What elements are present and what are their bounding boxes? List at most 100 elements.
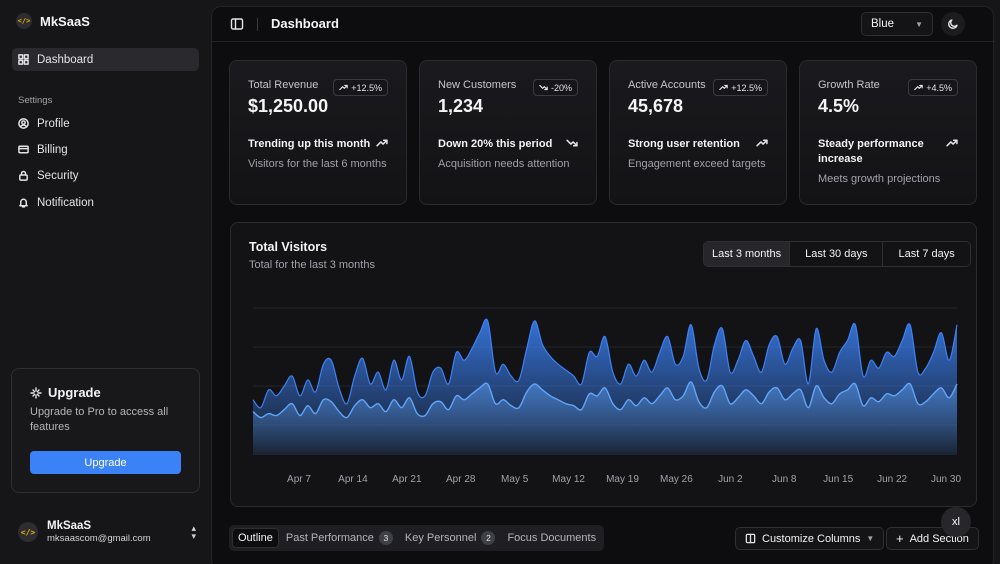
- tab-count-badge: 3: [378, 531, 393, 545]
- sidebar: </> MkSaaS Dashboard Settings Profile Bi…: [0, 0, 211, 564]
- breakpoint-indicator[interactable]: xl: [941, 507, 971, 537]
- stat-change-badge: +4.5%: [908, 79, 958, 96]
- sidebar-item-dashboard[interactable]: Dashboard: [12, 48, 199, 71]
- chevron-down-icon: ▼: [866, 534, 875, 543]
- stat-subtext: Meets growth projections: [818, 173, 941, 185]
- sidebar-item-profile[interactable]: Profile: [12, 112, 199, 135]
- sidebar-toggle-icon[interactable]: [230, 17, 244, 31]
- series-b-line: [252, 381, 958, 419]
- x-tick-label: May 19: [606, 474, 639, 485]
- settings-section-label: Settings: [18, 95, 53, 106]
- user-menu[interactable]: </> MkSaaS mksaascom@gmail.com ▴ ▾: [18, 520, 196, 544]
- plus-icon: +: [896, 531, 904, 546]
- theme-color-select[interactable]: Blue ▼: [861, 12, 933, 36]
- stat-label: Active Accounts: [628, 79, 706, 91]
- dark-mode-toggle[interactable]: [941, 12, 965, 36]
- upgrade-button[interactable]: Upgrade: [30, 451, 181, 474]
- tab-label: Past Performance: [285, 532, 374, 544]
- sidebar-item-label: Profile: [37, 117, 70, 130]
- stat-trend-text: Trending up this month: [248, 138, 371, 150]
- total-visitors-card: Apr 7 Apr 14 Apr 21 Apr 28 May 5 May 12 May 19…: [230, 222, 977, 507]
- stat-change-value: +4.5%: [926, 82, 952, 93]
- sidebar-item-label: Billing: [37, 143, 68, 156]
- columns-icon: [745, 533, 756, 544]
- x-tick-label: Jun 30: [931, 474, 961, 485]
- user-info: MkSaaS mksaascom@gmail.com: [47, 520, 151, 544]
- stat-trend: Steady performance increase: [818, 137, 958, 167]
- stat-value: 1,234: [438, 96, 484, 116]
- moon-icon: [948, 19, 958, 29]
- brand-logo-icon: </>: [16, 13, 32, 29]
- time-range-toggle: Last 3 months Last 30 days Last 7 days: [703, 241, 971, 267]
- trending-up-icon: [719, 84, 728, 91]
- range-last-7-days[interactable]: Last 7 days: [898, 248, 955, 260]
- trending-up-icon: [914, 84, 923, 91]
- section-tabs: Outline Past Performance 3 Key Personnel 2…: [229, 525, 605, 551]
- topbar: Dashboard Blue ▼: [212, 7, 995, 42]
- x-tick-label: May 5: [501, 474, 529, 485]
- stat-change-badge: +12.5%: [333, 79, 388, 96]
- upgrade-card: Upgrade Upgrade to Pro to access all fea…: [11, 368, 200, 493]
- range-last-30-days[interactable]: Last 30 days: [790, 242, 884, 266]
- upgrade-title: Upgrade: [48, 385, 101, 400]
- tab-key-personnel[interactable]: Key Personnel 2: [400, 528, 501, 548]
- tab-focus-documents[interactable]: Focus Documents: [502, 528, 601, 548]
- x-tick-label: May 12: [552, 474, 585, 485]
- tab-past-performance[interactable]: Past Performance 3: [281, 528, 398, 548]
- theme-select-value: Blue: [871, 18, 895, 30]
- range-last-3-months[interactable]: Last 3 months: [704, 242, 791, 266]
- x-tick-label: Apr 7: [287, 474, 311, 485]
- x-tick-label: Jun 15: [823, 474, 853, 485]
- series-a-line: [252, 318, 958, 409]
- chart-title: Total Visitors: [249, 240, 328, 254]
- lock-icon: [19, 170, 28, 181]
- customize-columns-label: Customize Columns: [762, 532, 861, 545]
- divider: [257, 18, 258, 31]
- tab-label: Outline: [238, 532, 273, 544]
- tab-outline[interactable]: Outline: [232, 528, 279, 548]
- stat-card: New Customers -20% 1,234 Down 20% this peri…: [419, 60, 597, 205]
- brand[interactable]: </> MkSaaS: [16, 13, 90, 29]
- stat-change-value: +12.5%: [731, 82, 762, 93]
- stat-change-value: -20%: [550, 82, 572, 93]
- chevron-up-down-icon[interactable]: ▴ ▾: [191, 523, 196, 541]
- x-tick-label: Apr 21: [392, 474, 422, 485]
- stat-change-badge: -20%: [532, 79, 578, 96]
- sidebar-item-label: Security: [37, 169, 79, 182]
- stat-label: Total Revenue: [248, 79, 319, 91]
- tab-label: Focus Documents: [507, 532, 597, 544]
- stat-change-value: +12.5%: [351, 82, 382, 93]
- customize-columns-button[interactable]: Customize Columns ▼: [735, 527, 885, 550]
- visitors-area-chart: Apr 7 Apr 14 Apr 21 Apr 28 May 5 May 12 May 19…: [252, 307, 961, 485]
- stat-subtext: Visitors for the last 6 months: [248, 158, 387, 170]
- x-tick-label: Jun 2: [718, 474, 743, 485]
- bell-icon: [19, 198, 28, 208]
- sidebar-item-security[interactable]: Security: [12, 164, 199, 187]
- stat-subtext: Engagement exceed targets: [628, 158, 766, 170]
- trending-down-icon: [566, 139, 578, 147]
- stat-trend: Trending up this month: [248, 137, 388, 152]
- stat-trend-text: Steady performance increase: [818, 138, 924, 165]
- stat-card: Growth Rate +4.5% 4.5% Steady performance i…: [799, 60, 977, 205]
- stat-trend: Down 20% this period: [438, 137, 578, 152]
- upgrade-title-row: Upgrade: [30, 385, 181, 400]
- sidebar-item-notification[interactable]: Notification: [12, 191, 199, 214]
- x-tick-label: Apr 14: [338, 474, 368, 485]
- sidebar-item-billing[interactable]: Billing: [12, 138, 199, 161]
- user-email: mksaascom@gmail.com: [47, 533, 151, 544]
- stat-value: $1,250.00: [248, 96, 329, 116]
- chevron-down-icon: ▼: [915, 19, 923, 29]
- x-tick-label: Apr 28: [446, 474, 476, 485]
- tab-count-badge: 2: [481, 531, 496, 545]
- stat-card: Total Revenue +12.5% $1,250.00 Trending up …: [229, 60, 407, 205]
- main-panel: Dashboard Blue ▼ Total Revenue +12.5% $1,2…: [211, 6, 995, 564]
- stat-subtext: Acquisition needs attention: [438, 158, 570, 170]
- avatar: </>: [18, 522, 38, 542]
- chart-subtitle: Total for the last 3 months: [249, 259, 375, 271]
- credit-card-icon: [18, 145, 29, 154]
- sidebar-item-label: Notification: [37, 196, 94, 209]
- stat-value: 45,678: [628, 96, 684, 116]
- trending-up-icon: [756, 139, 768, 147]
- stat-label: Growth Rate: [818, 79, 880, 91]
- page-title: Dashboard: [271, 16, 339, 31]
